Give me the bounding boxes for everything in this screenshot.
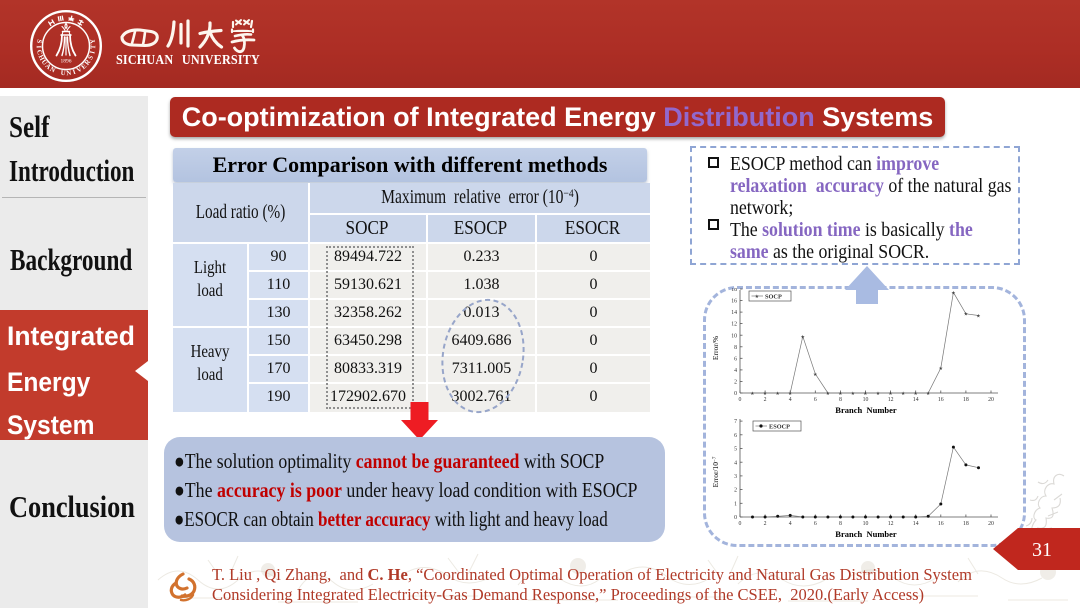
svg-text:10: 10 xyxy=(863,521,869,527)
svg-text:★: ★ xyxy=(750,391,755,397)
svg-text:★: ★ xyxy=(913,391,918,397)
svg-text:6: 6 xyxy=(734,356,737,362)
svg-text:S: S xyxy=(87,54,95,61)
svg-text:★: ★ xyxy=(876,391,881,397)
svg-text:V: V xyxy=(76,66,84,75)
svg-text:★: ★ xyxy=(813,372,818,378)
svg-text:6: 6 xyxy=(814,397,817,403)
svg-text:1: 1 xyxy=(734,501,737,507)
svg-text:I: I xyxy=(89,50,97,55)
svg-text:20: 20 xyxy=(988,397,994,403)
svg-text:4: 4 xyxy=(789,397,792,403)
svg-text:★: ★ xyxy=(763,391,768,397)
svg-text:31: 31 xyxy=(1032,539,1052,561)
svg-text:SOCP: SOCP xyxy=(765,293,782,300)
svg-text:★: ★ xyxy=(851,391,856,397)
svg-text:★: ★ xyxy=(838,391,843,397)
svg-text:I: I xyxy=(72,69,77,77)
svg-text:10: 10 xyxy=(863,397,869,403)
svg-text:★: ★ xyxy=(951,290,956,296)
svg-text:16: 16 xyxy=(938,521,944,527)
svg-text:18: 18 xyxy=(963,397,969,403)
svg-text:Error/10−7: Error/10−7 xyxy=(711,456,720,487)
svg-text:★: ★ xyxy=(926,391,931,397)
svg-text:20: 20 xyxy=(988,521,994,527)
svg-text:★: ★ xyxy=(964,312,969,318)
svg-text:12: 12 xyxy=(888,397,894,403)
svg-text:★: ★ xyxy=(775,391,780,397)
svg-text:8: 8 xyxy=(839,397,842,403)
svg-text:C: C xyxy=(35,49,43,55)
svg-text:0: 0 xyxy=(734,391,737,397)
svg-text:ESOCP: ESOCP xyxy=(769,423,790,430)
svg-text:14: 14 xyxy=(731,310,737,316)
svg-text:Y: Y xyxy=(89,38,97,44)
svg-text:U: U xyxy=(60,70,66,77)
svg-text:5: 5 xyxy=(734,447,737,453)
svg-text:8: 8 xyxy=(839,521,842,527)
svg-text:H: H xyxy=(37,54,46,62)
svg-text:S: S xyxy=(35,39,43,44)
svg-text:1896: 1896 xyxy=(61,59,72,65)
svg-text:★: ★ xyxy=(976,313,981,319)
svg-text:N: N xyxy=(49,66,57,75)
svg-text:2: 2 xyxy=(764,521,767,527)
svg-text:12: 12 xyxy=(731,322,737,328)
svg-text:2: 2 xyxy=(734,488,737,494)
svg-text:★: ★ xyxy=(863,391,868,397)
svg-text:N: N xyxy=(66,70,72,77)
svg-text:A: A xyxy=(44,63,52,72)
svg-text:14: 14 xyxy=(913,521,919,527)
svg-text:18: 18 xyxy=(731,288,737,293)
svg-text:★: ★ xyxy=(938,366,943,372)
svg-text:4: 4 xyxy=(734,368,737,374)
svg-text:I: I xyxy=(35,45,42,48)
svg-text:0: 0 xyxy=(739,521,742,527)
svg-text:Branch Number: Branch Number xyxy=(835,405,897,415)
svg-text:2: 2 xyxy=(764,397,767,403)
svg-text:T: T xyxy=(90,44,97,49)
svg-text:7: 7 xyxy=(734,419,737,425)
svg-text:0: 0 xyxy=(739,397,742,403)
svg-text:4: 4 xyxy=(734,460,737,466)
svg-text:★: ★ xyxy=(800,334,805,340)
svg-text:Branch Number: Branch Number xyxy=(835,529,897,539)
svg-text:6: 6 xyxy=(814,521,817,527)
svg-text:U: U xyxy=(40,59,49,67)
svg-text:R: R xyxy=(84,59,93,67)
svg-text:E: E xyxy=(80,62,88,71)
svg-text:18: 18 xyxy=(963,521,969,527)
svg-text:★: ★ xyxy=(788,391,793,397)
svg-text:12: 12 xyxy=(888,521,894,527)
svg-text:★: ★ xyxy=(755,294,760,300)
svg-text:14: 14 xyxy=(913,397,919,403)
svg-text:10: 10 xyxy=(731,333,737,339)
svg-text:4: 4 xyxy=(789,521,792,527)
svg-text:16: 16 xyxy=(938,397,944,403)
svg-text:★: ★ xyxy=(888,391,893,397)
svg-text:★: ★ xyxy=(901,391,906,397)
svg-text:★: ★ xyxy=(826,391,831,397)
svg-text:8: 8 xyxy=(734,345,737,351)
svg-text:6: 6 xyxy=(734,433,737,439)
svg-text:2: 2 xyxy=(734,380,737,386)
svg-text:3: 3 xyxy=(734,474,737,480)
svg-text:0: 0 xyxy=(734,515,737,521)
svg-text:16: 16 xyxy=(731,299,737,305)
svg-text:Error/%: Error/% xyxy=(711,336,720,360)
